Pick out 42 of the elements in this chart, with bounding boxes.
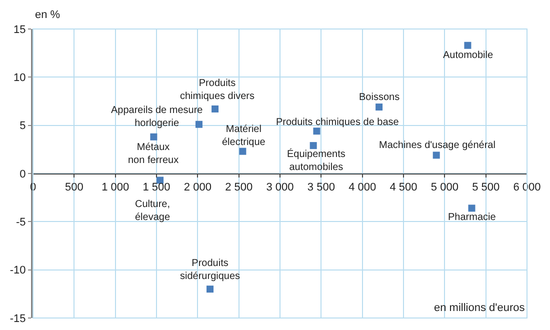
- x-tick-label: 2 500: [225, 182, 253, 194]
- y-tick-label: 0: [20, 168, 26, 180]
- x-tick-label: 1 000: [102, 182, 130, 194]
- x-tick-label: 5 500: [472, 182, 500, 194]
- x-tick-label: 3 000: [266, 182, 294, 194]
- annotation: Machines d'usage général: [379, 140, 496, 151]
- y-axis-title: en %: [35, 9, 60, 21]
- x-axis-title: en millions d'euros: [434, 302, 526, 314]
- point: [239, 148, 246, 155]
- x-tick-label: 4 000: [348, 182, 376, 194]
- x-tick-label: 500: [64, 182, 84, 194]
- annotation: Appareils de mesure horlogerie: [111, 105, 204, 129]
- annotation: Équipements automobiles: [287, 148, 346, 173]
- point: [432, 152, 440, 159]
- point: [206, 286, 214, 293]
- annotation: Automobile: [443, 50, 494, 61]
- y-tick-label: 5: [20, 120, 26, 132]
- y-tick-label: 10: [14, 72, 26, 84]
- point: [313, 128, 320, 135]
- x-tick-label: 1 500: [142, 182, 170, 194]
- point: [464, 42, 472, 49]
- y-tick-label: -10: [10, 264, 26, 277]
- x-tick-label: 5 000: [430, 182, 458, 194]
- point: [195, 120, 202, 128]
- annotation: Matériel électrique: [222, 124, 266, 148]
- annotation: Culture, élevage: [135, 199, 170, 223]
- annotation: Métaux non ferreux: [128, 142, 179, 166]
- annotation: Boissons: [359, 92, 400, 103]
- y-tick-label: -15: [10, 312, 26, 325]
- x-tick-label: 3 500: [307, 182, 335, 194]
- point: [376, 104, 383, 111]
- y-tick-label: 15: [14, 24, 26, 36]
- point: [468, 204, 476, 212]
- x-tick-label: 4 500: [390, 182, 418, 194]
- x-tick-label: 2 000: [184, 182, 212, 194]
- y-tick-label: -5: [16, 216, 26, 229]
- point: [150, 133, 158, 140]
- annotation: Pharmacie: [448, 212, 496, 223]
- annotation: Produits chimiques divers: [180, 78, 254, 102]
- annotation: Produits chimiques de base: [276, 117, 400, 128]
- annotation: Produits sidérurgiques: [180, 258, 240, 282]
- point: [212, 105, 219, 112]
